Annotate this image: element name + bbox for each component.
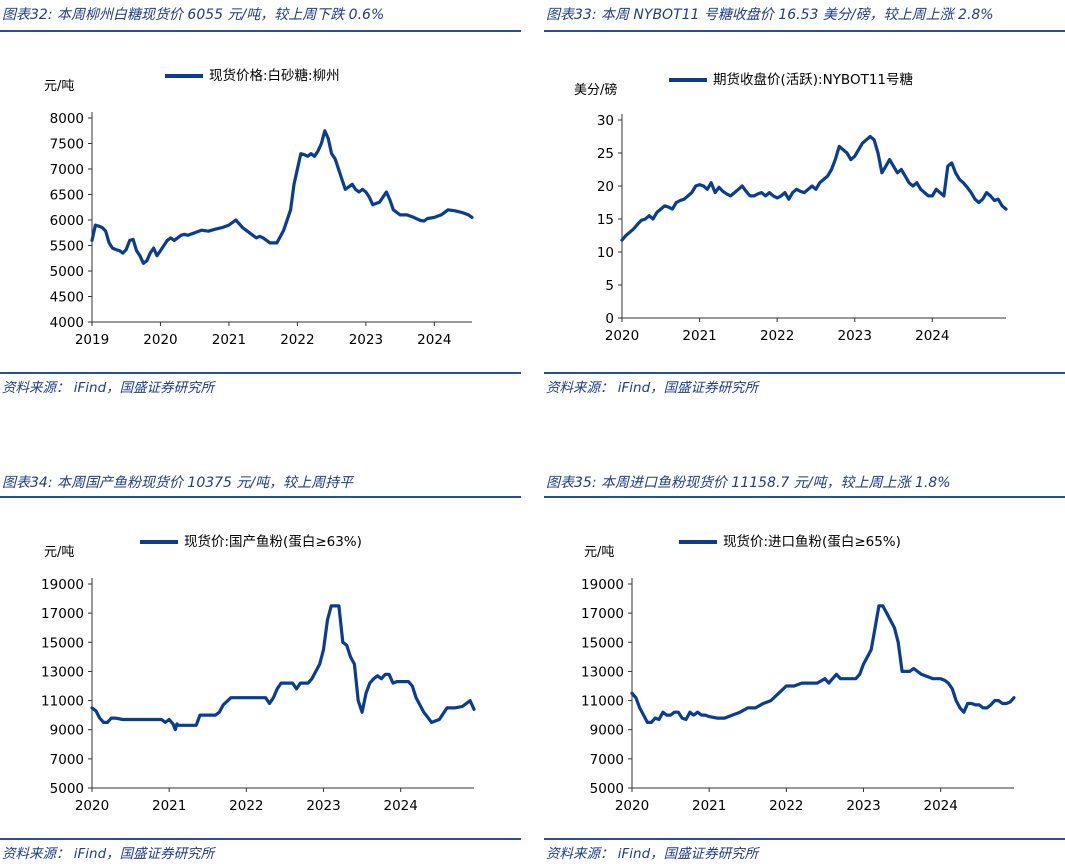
y-tick-label: 17000 <box>41 606 84 622</box>
x-tick-label: 2024 <box>384 798 418 814</box>
y-axis-label: 元/吨 <box>44 545 74 560</box>
y-axis-label: 元/吨 <box>584 545 614 560</box>
y-tick-label: 19000 <box>41 577 84 593</box>
y-tick-label: 5 <box>605 278 614 294</box>
chart-panel-2: 图表33: 本周 NYBOT11 号糖收盘价 16.53 美分/磅，较上周上涨 … <box>544 0 1065 430</box>
source-note: 资料来源： iFind，国盛证券研究所 <box>2 846 215 862</box>
source-rule <box>0 838 521 840</box>
source-note: 资料来源： iFind，国盛证券研究所 <box>546 846 759 862</box>
y-axis-label: 美分/磅 <box>574 82 617 98</box>
x-tick-label: 2024 <box>924 798 958 814</box>
y-tick-label: 15000 <box>581 635 624 651</box>
title-rule <box>544 30 1065 32</box>
y-tick-label: 19000 <box>581 577 624 593</box>
y-tick-label: 10 <box>597 245 614 261</box>
source-rule <box>544 372 1065 374</box>
x-tick-label: 2020 <box>143 332 177 348</box>
chart-title: 图表32: 本周柳州白糖现货价 6055 元/吨，较上周下跌 0.6% <box>2 7 385 23</box>
x-tick-label: 2019 <box>75 332 109 348</box>
title-rule <box>0 496 521 498</box>
chart-panel-1: 图表32: 本周柳州白糖现货价 6055 元/吨，较上周下跌 0.6% 元/吨 现… <box>0 0 521 430</box>
y-tick-label: 5000 <box>50 264 84 280</box>
y-tick-label: 11000 <box>41 694 84 710</box>
chart-svg: 元/吨 现货价:国产鱼粉(蛋白≥63%) 5000 7000 9000 11000 1300… <box>41 533 476 814</box>
source-rule <box>0 372 521 374</box>
y-tick-label: 7000 <box>590 752 624 768</box>
chart-title: 图表35: 本周进口鱼粉现货价 11158.7 元/吨，较上周上涨 1.8% <box>546 475 951 491</box>
x-tick-label: 2020 <box>605 328 639 344</box>
y-tick-label: 20 <box>597 179 614 195</box>
y-tick-label: 4500 <box>50 290 84 306</box>
legend-label: 现货价:国产鱼粉(蛋白≥63%) <box>184 533 362 550</box>
y-tick-label: 5000 <box>50 781 84 797</box>
legend-label: 现货价格:白砂糖:柳州 <box>209 67 340 84</box>
x-tick-label: 2022 <box>229 798 263 814</box>
y-tick-label: 7000 <box>50 752 84 768</box>
y-tick-label: 9000 <box>50 723 84 739</box>
y-tick-label: 0 <box>605 311 614 327</box>
y-tick-label: 17000 <box>581 606 624 622</box>
y-tick-label: 13000 <box>581 664 624 680</box>
source-rule <box>544 838 1065 840</box>
y-tick-label: 15 <box>597 212 614 228</box>
series-line <box>630 604 1016 724</box>
x-tick-label: 2020 <box>75 798 109 814</box>
chart-panel-4: 图表35: 本周进口鱼粉现货价 11158.7 元/吨，较上周上涨 1.8% 元… <box>544 432 1065 862</box>
x-tick-label: 2022 <box>280 332 314 348</box>
chart-title: 图表34: 本周国产鱼粉现货价 10375 元/吨，较上周持平 <box>2 475 354 491</box>
y-tick-label: 6000 <box>50 213 84 229</box>
source-note: 资料来源： iFind，国盛证券研究所 <box>546 380 759 396</box>
chart-panel-3: 图表34: 本周国产鱼粉现货价 10375 元/吨，较上周持平 元/吨 现货价:国… <box>0 432 521 862</box>
y-tick-label: 5000 <box>590 781 624 797</box>
x-tick-label: 2021 <box>682 328 716 344</box>
series-line <box>620 134 1008 242</box>
x-tick-label: 2023 <box>306 798 340 814</box>
x-tick-label: 2024 <box>417 332 451 348</box>
x-tick-label: 2022 <box>769 798 803 814</box>
y-tick-label: 25 <box>597 146 614 162</box>
title-rule <box>0 30 521 32</box>
y-tick-label: 7000 <box>50 162 84 178</box>
chart-svg: 美分/磅 期货收盘价(活跃):NYBOT11号糖 0 5 10 15 20 25 30 2020 2… <box>574 71 1008 344</box>
x-tick-label: 2023 <box>838 328 872 344</box>
source-note: 资料来源： iFind，国盛证券研究所 <box>2 380 215 396</box>
series-line <box>90 129 474 265</box>
legend-label: 期货收盘价(活跃):NYBOT11号糖 <box>713 71 913 88</box>
y-tick-label: 9000 <box>590 723 624 739</box>
y-tick-label: 11000 <box>581 694 624 710</box>
y-tick-label: 15000 <box>41 635 84 651</box>
x-tick-label: 2024 <box>915 328 949 344</box>
x-tick-label: 2023 <box>349 332 383 348</box>
y-tick-label: 7500 <box>50 137 84 153</box>
x-tick-label: 2021 <box>212 332 246 348</box>
chart-svg: 元/吨 现货价格:白砂糖:柳州 4000 4500 5000 5500 6000 6500 70… <box>44 67 474 348</box>
y-tick-label: 5500 <box>50 239 84 255</box>
y-tick-label: 30 <box>597 113 614 129</box>
y-axis-label: 元/吨 <box>44 79 74 94</box>
y-tick-label: 6500 <box>50 188 84 204</box>
chart-svg: 元/吨 现货价:进口鱼粉(蛋白≥65%) 5000 7000 9000 11000 1300… <box>581 533 1016 814</box>
title-rule <box>544 496 1065 498</box>
x-tick-label: 2020 <box>615 798 649 814</box>
chart-title: 图表33: 本周 NYBOT11 号糖收盘价 16.53 美分/磅，较上周上涨 … <box>546 7 994 23</box>
x-tick-label: 2022 <box>760 328 794 344</box>
y-tick-label: 4000 <box>50 315 84 331</box>
y-tick-label: 13000 <box>41 664 84 680</box>
y-tick-label: 8000 <box>50 111 84 127</box>
x-tick-label: 2023 <box>846 798 880 814</box>
series-line <box>90 604 476 732</box>
x-tick-label: 2021 <box>152 798 186 814</box>
legend-label: 现货价:进口鱼粉(蛋白≥65%) <box>723 533 901 550</box>
x-tick-label: 2021 <box>692 798 726 814</box>
